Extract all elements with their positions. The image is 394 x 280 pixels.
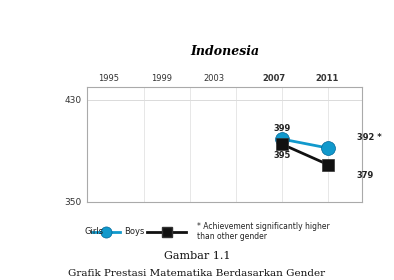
Text: 395: 395	[273, 151, 291, 160]
Text: 1995: 1995	[98, 74, 119, 83]
Text: 1999: 1999	[151, 74, 172, 83]
Text: 399: 399	[273, 124, 291, 133]
Text: 379: 379	[357, 171, 374, 180]
Text: Girls: Girls	[84, 227, 103, 236]
Text: 2007: 2007	[263, 74, 286, 83]
Text: 2003: 2003	[203, 74, 224, 83]
Text: Grafik Prestasi Matematika Berdasarkan Gender: Grafik Prestasi Matematika Berdasarkan G…	[69, 269, 325, 278]
Text: 392 *: 392 *	[357, 133, 381, 142]
Text: Boys: Boys	[124, 227, 145, 236]
Text: Indonesia: Indonesia	[190, 45, 259, 58]
Text: * Achievement significantly higher
than other gender: * Achievement significantly higher than …	[197, 222, 330, 241]
Text: Gambar 1.1: Gambar 1.1	[164, 251, 230, 261]
Text: 2011: 2011	[315, 74, 338, 83]
